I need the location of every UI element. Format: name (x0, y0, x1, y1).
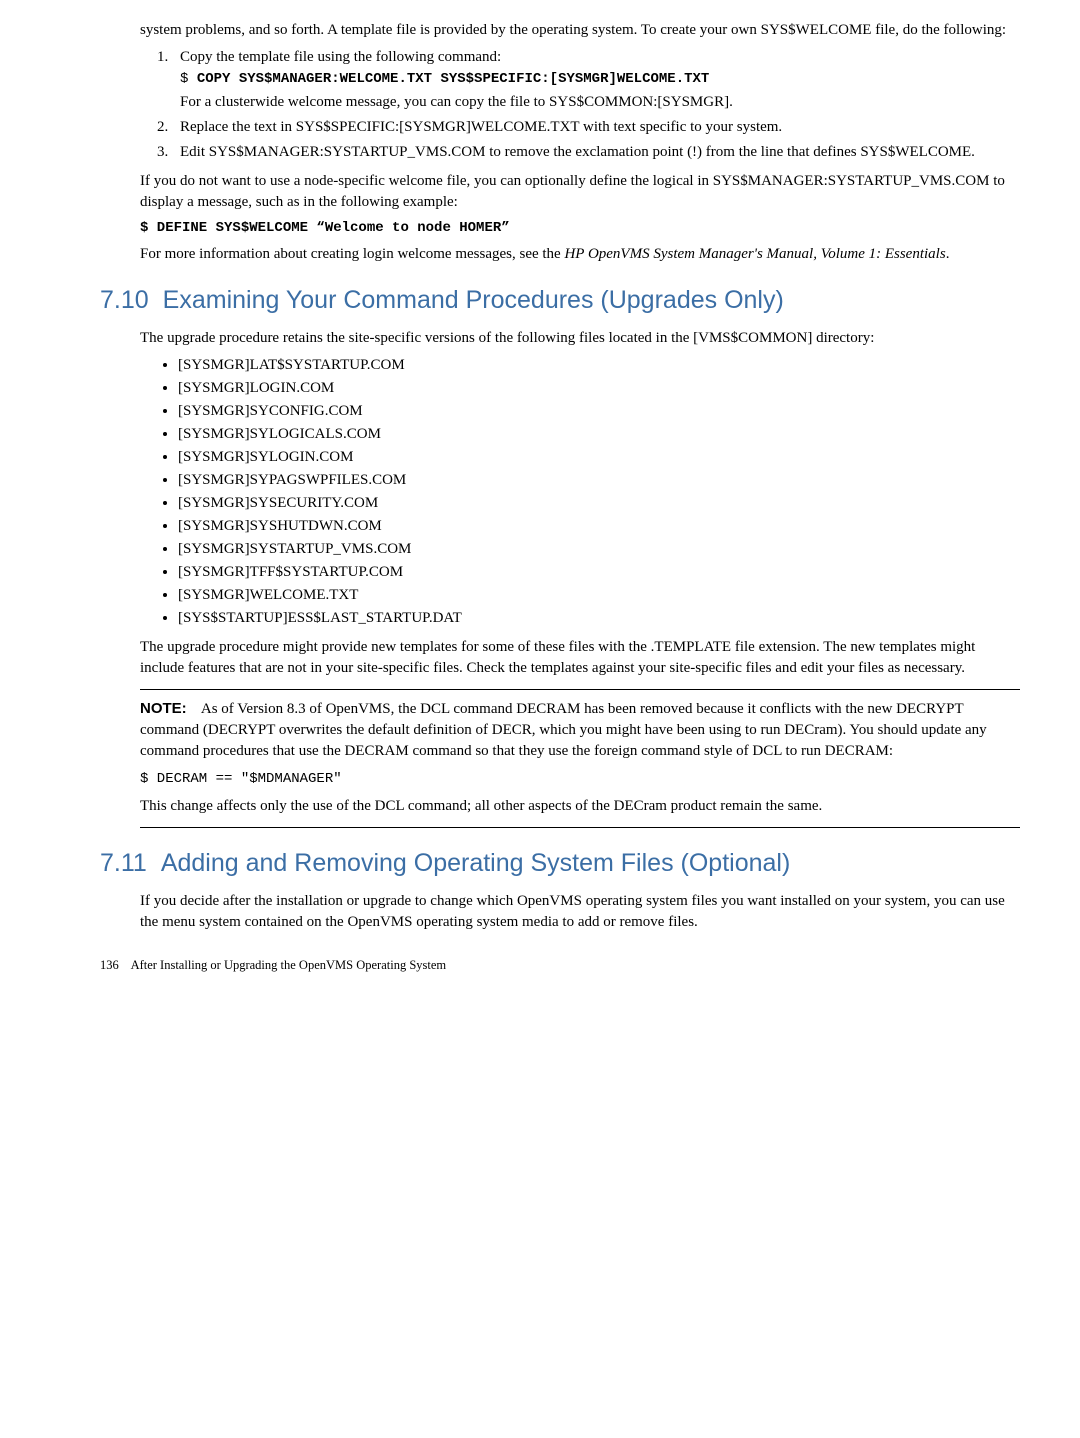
define-command: $ DEFINE SYS$WELCOME “Welcome to node HO… (140, 219, 1020, 239)
section-7-11-heading: 7.11 Adding and Removing Operating Syste… (100, 846, 1020, 881)
list-item: [SYSMGR]LOGIN.COM (178, 378, 1020, 399)
note-command: $ DECRAM == "$MDMANAGER" (140, 770, 1020, 790)
list-item: [SYSMGR]LAT$SYSTARTUP.COM (178, 355, 1020, 376)
list-item: [SYSMGR]SYLOGICALS.COM (178, 424, 1020, 445)
cmd-body: COPY SYS$MANAGER:WELCOME.TXT SYS$SPECIFI… (197, 71, 709, 87)
note-body: As of Version 8.3 of OpenVMS, the DCL co… (140, 701, 987, 759)
page-footer: 136 After Installing or Upgrading the Op… (100, 957, 1020, 975)
list-item: [SYSMGR]SYPAGSWPFILES.COM (178, 470, 1020, 491)
divider (140, 689, 1020, 690)
section-number: 7.11 (100, 846, 147, 881)
step-1-command: $ COPY SYS$MANAGER:WELCOME.TXT SYS$SPECI… (180, 70, 1020, 90)
footer-text: After Installing or Upgrading the OpenVM… (131, 958, 447, 972)
sec710-p2: The upgrade procedure might provide new … (140, 637, 1020, 679)
note-block: NOTE: As of Version 8.3 of OpenVMS, the … (140, 698, 1020, 762)
more-info-paragraph: For more information about creating logi… (140, 244, 1020, 265)
note-after: This change affects only the use of the … (140, 796, 1020, 817)
section-title: Adding and Removing Operating System Fil… (161, 846, 790, 881)
cmd-prompt: $ (180, 71, 197, 87)
list-item: [SYSMGR]SYCONFIG.COM (178, 401, 1020, 422)
file-list: [SYSMGR]LAT$SYSTARTUP.COM [SYSMGR]LOGIN.… (160, 355, 1020, 629)
divider (140, 827, 1020, 828)
more-info-text-1: For more information about creating logi… (140, 246, 564, 262)
after-steps-paragraph: If you do not want to use a node-specifi… (140, 171, 1020, 213)
section-title: Examining Your Command Procedures (Upgra… (163, 283, 784, 318)
section-7-10-heading: 7.10 Examining Your Command Procedures (… (100, 283, 1020, 318)
sec710-p1: The upgrade procedure retains the site-s… (140, 328, 1020, 349)
list-item: [SYSMGR]SYLOGIN.COM (178, 447, 1020, 468)
list-item: [SYSMGR]SYSTARTUP_VMS.COM (178, 539, 1020, 560)
list-item: [SYSMGR]WELCOME.TXT (178, 585, 1020, 606)
more-info-manual-title: HP OpenVMS System Manager's Manual, Volu… (564, 246, 945, 262)
note-label: NOTE: (140, 700, 187, 717)
more-info-text-2: . (946, 246, 950, 262)
list-item: [SYS$STARTUP]ESS$LAST_STARTUP.DAT (178, 608, 1020, 629)
list-item: [SYSMGR]SYSECURITY.COM (178, 493, 1020, 514)
intro-steps: Copy the template file using the followi… (140, 47, 1020, 163)
list-item: [SYSMGR]SYSHUTDWN.COM (178, 516, 1020, 537)
intro-paragraph: system problems, and so forth. A templat… (140, 20, 1020, 41)
step-2: Replace the text in SYS$SPECIFIC:[SYSMGR… (172, 117, 1020, 138)
sec711-p1: If you decide after the installation or … (140, 891, 1020, 933)
step-1-text: Copy the template file using the followi… (180, 49, 501, 65)
list-item: [SYSMGR]TFF$SYSTARTUP.COM (178, 562, 1020, 583)
step-1: Copy the template file using the followi… (172, 47, 1020, 113)
step-3: Edit SYS$MANAGER:SYSTARTUP_VMS.COM to re… (172, 142, 1020, 163)
section-number: 7.10 (100, 283, 149, 318)
page-number: 136 (100, 958, 119, 972)
step-1-after: For a clusterwide welcome message, you c… (180, 94, 733, 110)
